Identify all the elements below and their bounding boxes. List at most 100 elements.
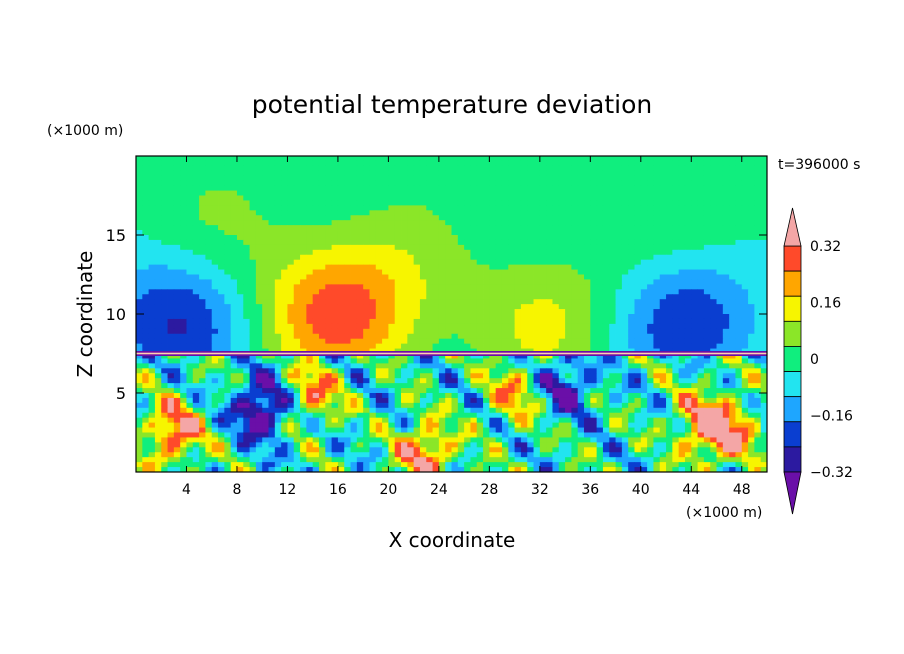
contour-cell	[760, 328, 768, 335]
contour-cell	[483, 180, 490, 187]
contour-cell	[470, 363, 478, 369]
contour-cell	[173, 304, 181, 310]
contour-cell	[634, 274, 642, 280]
contour-cell	[363, 210, 370, 216]
contour-cell	[476, 264, 484, 270]
contour-cell	[243, 244, 250, 251]
contour-cell	[501, 353, 509, 359]
contour-cell	[527, 205, 534, 211]
contour-cell	[470, 284, 478, 290]
contour-cell	[722, 165, 730, 172]
contour-cell	[748, 363, 755, 369]
contour-cell	[268, 210, 276, 216]
contour-cell	[735, 190, 743, 196]
contour-cell	[268, 343, 276, 349]
contour-cell	[173, 363, 181, 369]
contour-cell	[514, 264, 522, 270]
contour-cell	[199, 393, 206, 399]
contour-cell	[710, 239, 717, 246]
contour-cell	[539, 373, 547, 379]
contour-cell	[148, 388, 156, 394]
contour-cell	[199, 289, 206, 295]
contour-cell	[394, 175, 402, 182]
contour-cell	[539, 388, 547, 394]
contour-cell	[293, 220, 301, 226]
contour-cell	[180, 264, 187, 270]
contour-cell	[287, 170, 295, 177]
contour-cell	[382, 304, 389, 310]
contour-cell	[432, 323, 440, 330]
contour-cell	[451, 200, 459, 206]
contour-cell	[426, 338, 433, 345]
contour-cell	[407, 215, 415, 221]
contour-cell	[394, 235, 402, 241]
contour-cell	[476, 220, 484, 226]
contour-cell	[539, 269, 547, 275]
contour-cell	[760, 264, 768, 270]
contour-cell	[224, 373, 232, 379]
contour-cell	[602, 220, 610, 226]
contour-cell	[211, 254, 219, 261]
contour-cell	[192, 289, 200, 295]
contour-cell	[287, 180, 295, 187]
contour-cell	[659, 393, 667, 399]
contour-cell	[318, 353, 326, 359]
contour-cell	[703, 160, 711, 167]
contour-cell	[710, 259, 717, 266]
contour-cell	[741, 358, 749, 364]
contour-cell	[230, 289, 238, 295]
contour-cell	[754, 160, 762, 167]
contour-cell	[615, 383, 623, 389]
contour-cell	[255, 294, 263, 300]
contour-cell	[173, 397, 181, 404]
contour-cell	[344, 378, 351, 384]
contour-cell	[211, 388, 219, 394]
contour-cell	[192, 328, 200, 335]
contour-cell	[255, 333, 263, 340]
contour-cell	[142, 175, 150, 182]
contour-cell	[356, 215, 364, 221]
contour-cell	[653, 235, 661, 241]
contour-cell	[666, 279, 673, 285]
contour-cell	[558, 259, 566, 266]
contour-cell	[388, 373, 396, 379]
contour-cell	[691, 259, 698, 266]
contour-cell	[249, 244, 257, 251]
contour-cell	[722, 299, 730, 305]
contour-cell	[565, 343, 572, 349]
contour-cell	[142, 309, 150, 315]
contour-cell	[697, 160, 705, 167]
contour-cell	[615, 388, 623, 394]
contour-cell	[356, 358, 364, 364]
contour-cell	[672, 190, 680, 196]
contour-cell	[369, 200, 377, 206]
contour-cell	[483, 239, 490, 246]
contour-cell	[678, 254, 686, 261]
contour-cell	[445, 279, 452, 285]
contour-cell	[356, 323, 364, 330]
contour-cell	[527, 180, 534, 187]
contour-cell	[464, 363, 471, 369]
contour-cell	[211, 160, 219, 167]
contour-cell	[590, 309, 598, 315]
contour-cell	[577, 170, 585, 177]
contour-cell	[546, 378, 553, 384]
contour-cell	[325, 304, 333, 310]
contour-cell	[268, 215, 276, 221]
contour-cell	[230, 378, 238, 384]
contour-cell	[274, 254, 282, 261]
contour-cell	[489, 170, 497, 177]
contour-cell	[426, 195, 433, 201]
contour-cell	[419, 279, 427, 285]
contour-cell	[678, 205, 686, 211]
contour-cell	[703, 318, 711, 325]
contour-cell	[243, 274, 250, 280]
contour-cell	[457, 230, 465, 236]
contour-cell	[148, 210, 156, 216]
contour-cell	[596, 165, 604, 172]
contour-cell	[306, 338, 314, 345]
contour-cell	[533, 299, 541, 305]
contour-cell	[445, 230, 452, 236]
contour-cell	[501, 368, 509, 374]
contour-cell	[432, 230, 440, 236]
